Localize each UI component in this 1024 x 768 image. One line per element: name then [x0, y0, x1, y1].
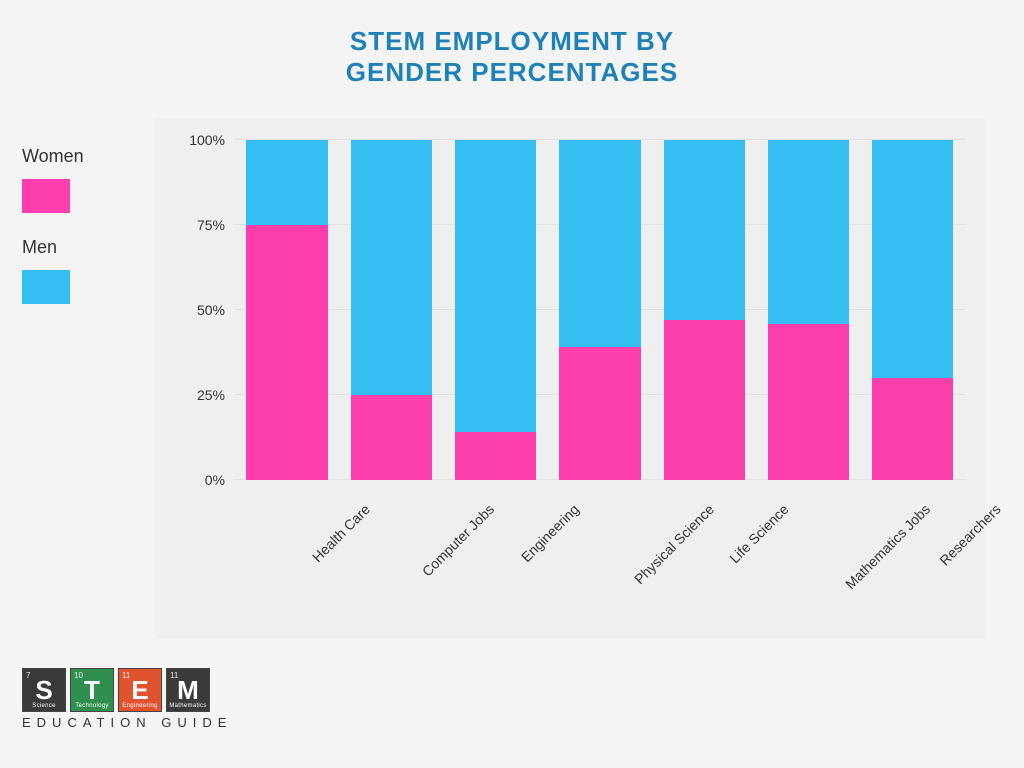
tile-word: Science: [23, 703, 65, 709]
x-label-slot: Engineering: [444, 493, 548, 623]
bar-slot: [548, 140, 652, 480]
bar-slot: [235, 140, 339, 480]
stacked-bar: [664, 140, 745, 480]
segment-women: [455, 432, 536, 480]
segment-men: [246, 140, 327, 225]
bar-slot: [444, 140, 548, 480]
x-axis-labels: Health CareComputer JobsEngineeringPhysi…: [235, 493, 965, 623]
y-tick-label: 0%: [205, 472, 225, 488]
chart-area: 0%25%50%75%100% Health CareComputer Jobs…: [155, 118, 985, 638]
title-line-2: GENDER PERCENTAGES: [0, 57, 1024, 88]
bar-slot: [652, 140, 756, 480]
legend-women-label: Women: [22, 146, 142, 167]
x-label-slot: Mathematics Jobs: [756, 493, 860, 623]
page-title: STEM EMPLOYMENT BY GENDER PERCENTAGES: [0, 26, 1024, 87]
logo-tile: 7SScience: [22, 668, 66, 712]
logo-tile: 10TTechnology: [70, 668, 114, 712]
segment-women: [559, 347, 640, 480]
segment-men: [559, 140, 640, 347]
stacked-bar: [559, 140, 640, 480]
x-label-slot: Researchers: [861, 493, 965, 623]
stacked-bar: [455, 140, 536, 480]
segment-men: [455, 140, 536, 432]
logo-subtitle: EDUCATION GUIDE: [22, 715, 232, 730]
bar-slot: [861, 140, 965, 480]
x-label-slot: Life Science: [652, 493, 756, 623]
y-tick-label: 75%: [197, 217, 225, 233]
bar-slot: [756, 140, 860, 480]
bar-slot: [339, 140, 443, 480]
y-tick-label: 25%: [197, 387, 225, 403]
logo-tile: 11EEngineering: [118, 668, 162, 712]
stacked-bar: [246, 140, 327, 480]
title-line-1: STEM EMPLOYMENT BY: [0, 26, 1024, 57]
segment-men: [351, 140, 432, 395]
tile-letter: M: [167, 675, 209, 706]
x-label-slot: Physical Science: [548, 493, 652, 623]
legend-women-swatch: [22, 179, 70, 213]
bars-container: [235, 140, 965, 480]
x-axis-label: Researchers: [936, 501, 1003, 568]
segment-men: [768, 140, 849, 324]
legend-men-swatch: [22, 270, 70, 304]
logo-tiles: 7SScience10TTechnology11EEngineering11MM…: [22, 668, 232, 712]
stacked-bar: [768, 140, 849, 480]
tile-word: Mathematics: [167, 703, 209, 709]
tile-letter: S: [23, 675, 65, 706]
segment-women: [246, 225, 327, 480]
segment-women: [872, 378, 953, 480]
stem-logo: 7SScience10TTechnology11EEngineering11MM…: [22, 668, 232, 730]
segment-men: [872, 140, 953, 378]
tile-word: Technology: [71, 703, 113, 709]
legend-men-label: Men: [22, 237, 142, 258]
tile-letter: T: [71, 675, 113, 706]
y-tick-label: 50%: [197, 302, 225, 318]
logo-tile: 11MMathematics: [166, 668, 210, 712]
y-tick-label: 100%: [189, 132, 225, 148]
stacked-bar: [872, 140, 953, 480]
plot-area: 0%25%50%75%100%: [235, 140, 965, 480]
x-label-slot: Computer Jobs: [339, 493, 443, 623]
segment-women: [768, 324, 849, 480]
segment-men: [664, 140, 745, 320]
x-label-slot: Health Care: [235, 493, 339, 623]
segment-women: [664, 320, 745, 480]
stacked-bar: [351, 140, 432, 480]
tile-word: Engineering: [119, 703, 161, 709]
segment-women: [351, 395, 432, 480]
tile-letter: E: [119, 675, 161, 706]
legend: Women Men: [22, 146, 142, 328]
